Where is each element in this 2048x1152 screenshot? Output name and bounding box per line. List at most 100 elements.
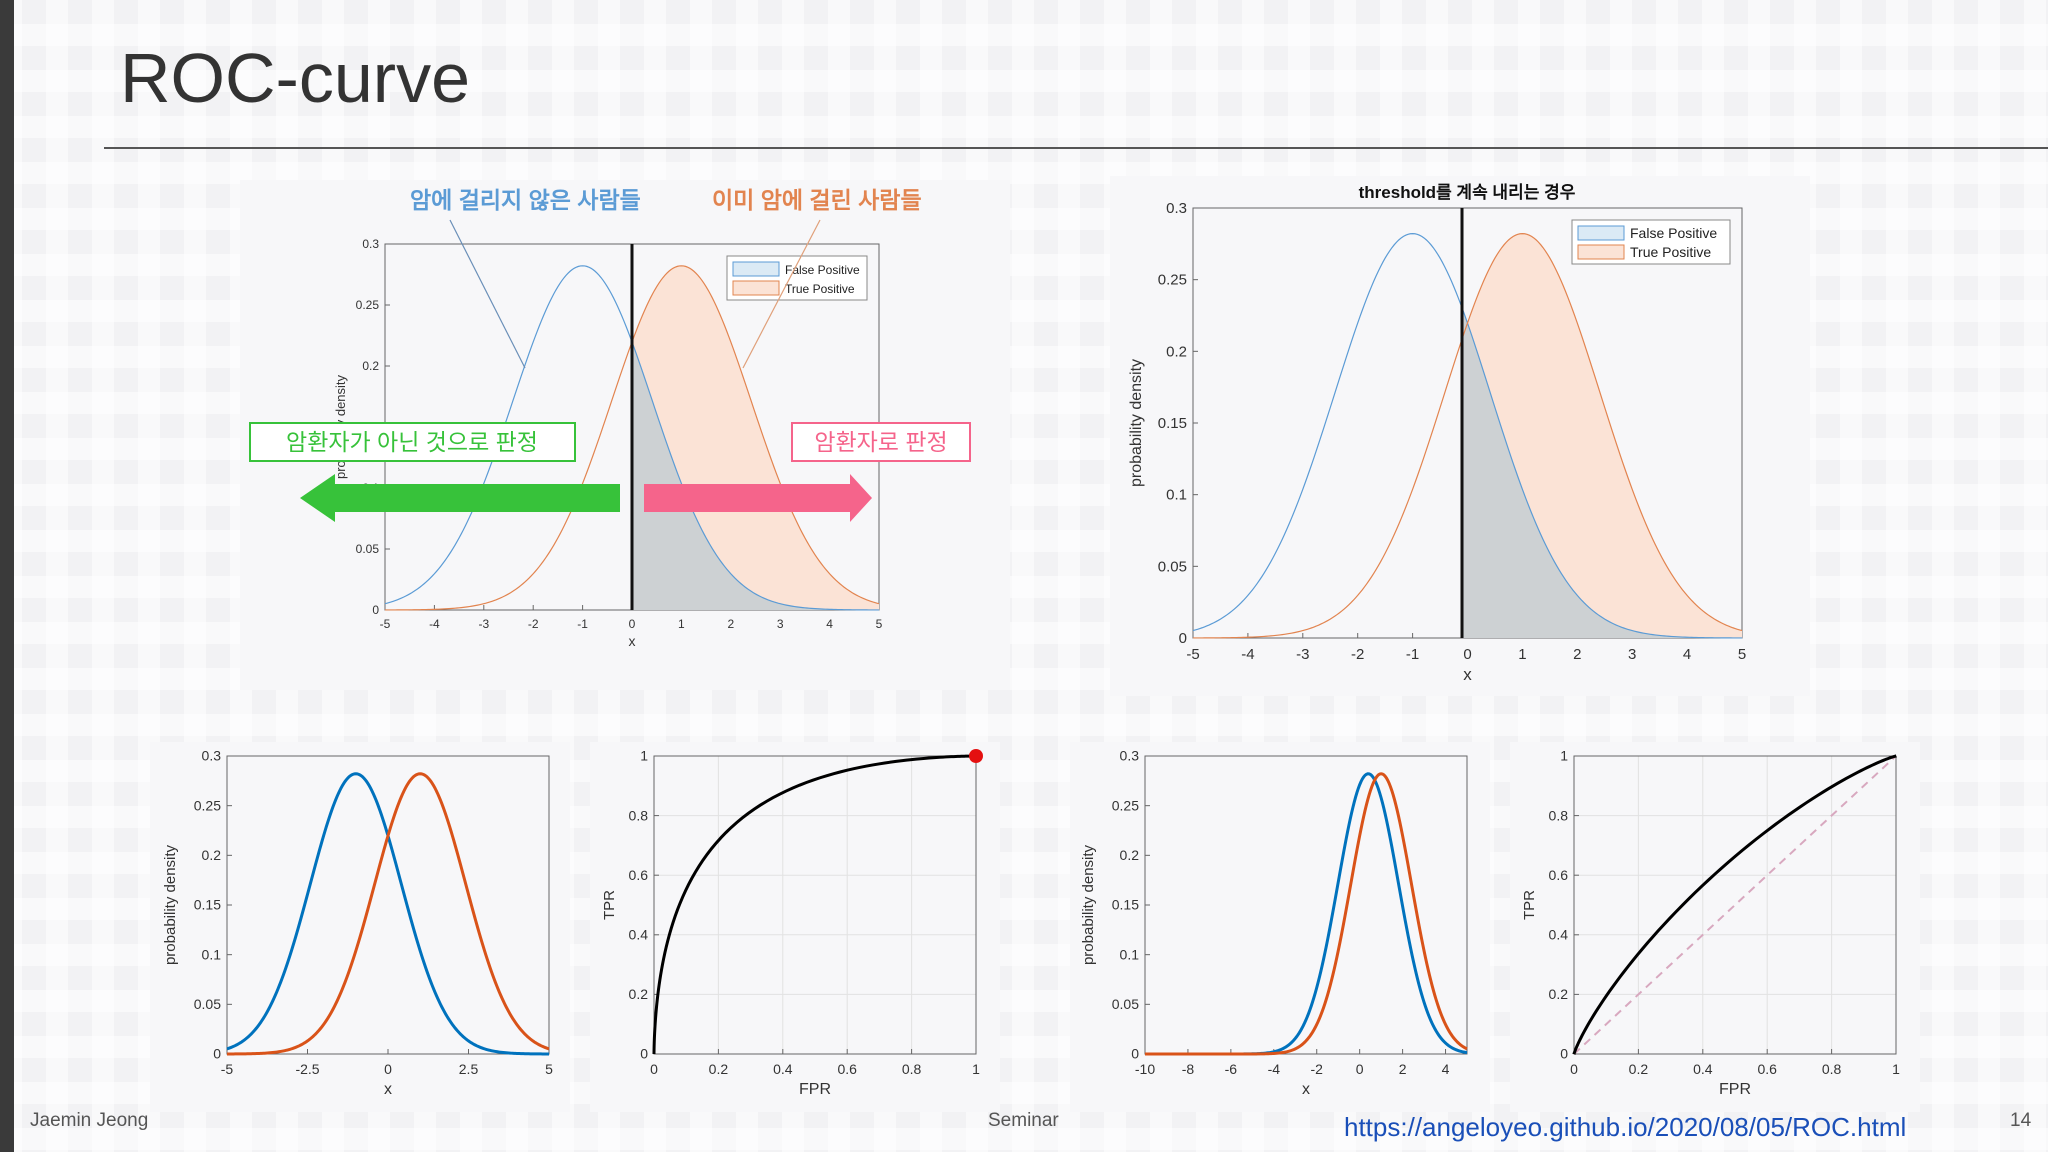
x-axis-label: x	[629, 633, 636, 649]
y-tick-label: 0.2	[629, 986, 649, 1002]
y-tick-label: 0.3	[202, 748, 222, 764]
legend-swatch	[1577, 244, 1625, 260]
y-tick-label: 0.25	[194, 797, 221, 813]
footer-center: Seminar	[988, 1110, 1059, 1131]
judge-positive-box	[791, 422, 971, 462]
y-axis-label: probability density	[162, 844, 179, 965]
annotation-cancer: 이미 암에 걸린 사람들	[712, 187, 922, 213]
legend-swatch	[1577, 225, 1625, 241]
x-tick-label: 0.6	[1757, 1061, 1777, 1077]
y-tick-label: 0.15	[1112, 897, 1139, 913]
x-tick-label: 2	[1573, 646, 1581, 663]
x-tick-label: 2.5	[459, 1061, 479, 1077]
x-tick-label: 1	[1892, 1061, 1900, 1077]
bottom-panel-4: 0 0.2 0.4 0.6 0.8 1 0 0.2 0.4 0.6 0.8 1 FPR TPR	[1510, 742, 1920, 1112]
x-tick-label: 0	[1356, 1061, 1364, 1077]
y-tick-label: 0.6	[629, 867, 649, 883]
x-tick-label: 5	[545, 1061, 553, 1077]
x-tick-label: 0	[384, 1061, 392, 1077]
x-tick-label: -4	[1241, 646, 1254, 663]
x-tick-label: -1	[577, 617, 588, 631]
x-axis-label: x	[1302, 1081, 1310, 1098]
y-axis-label: TPR	[1521, 890, 1538, 920]
y-tick-label: 0.8	[629, 807, 649, 823]
roc-curve	[1572, 754, 1898, 1056]
x-tick-label: 0.4	[773, 1061, 793, 1077]
dist-separated-chart: -5 -2.5 0 2.5 5 0 0.05 0.1 0.15 0.2 0.25 0.3 x probab…	[162, 748, 553, 1098]
y-tick-label: 0.15	[1158, 415, 1187, 432]
y-axis-label: TPR	[601, 890, 618, 920]
top-left-panel: -5-4-3-2-101234500.050.10.150.20.250.3xp…	[240, 180, 1010, 690]
y-tick-label: 0.25	[1158, 272, 1187, 289]
x-tick-label: -3	[478, 617, 489, 631]
y-tick-label: 0	[1179, 630, 1187, 647]
x-tick-label: 5	[1738, 646, 1746, 663]
y-tick-label: 0.2	[362, 359, 379, 373]
x-tick-label: -6	[1225, 1061, 1238, 1077]
x-tick-label: -8	[1182, 1061, 1195, 1077]
density-curve-positive	[1192, 232, 1743, 639]
legend-entry: False Positive	[785, 263, 860, 277]
threshold-zero-chart: -5-4-3-2-101234500.050.10.150.20.250.3xp…	[249, 187, 971, 649]
x-tick-label: -2	[1311, 1061, 1324, 1077]
plot-frame	[653, 755, 977, 1055]
y-tick-label: 0	[372, 603, 379, 617]
x-axis-label: FPR	[1719, 1081, 1751, 1098]
x-tick-label: 0.6	[837, 1061, 857, 1077]
y-tick-label: 0.4	[1549, 926, 1569, 942]
x-axis-label: x	[1463, 665, 1472, 684]
y-tick-label: 0.6	[1549, 867, 1569, 883]
y-tick-label: 0.3	[1120, 748, 1140, 764]
top-right-panel: -5 -4 -3 -2 -1 0 1 2 3 4 5 0 0.05 0.1 0.15 0.2 0.25 0.3 x p…	[1110, 176, 1810, 696]
y-tick-label: 0	[213, 1046, 221, 1062]
roc-current-point	[969, 749, 983, 763]
x-tick-label: 0	[1463, 646, 1471, 663]
y-tick-label: 0.15	[194, 897, 221, 913]
x-tick-label: 5	[876, 617, 883, 631]
x-tick-label: -5	[380, 617, 391, 631]
x-tick-label: -2	[528, 617, 539, 631]
x-axis-label: FPR	[799, 1081, 831, 1098]
y-tick-label: 0.05	[356, 542, 380, 556]
y-tick-label: 0.1	[1166, 487, 1187, 504]
page-number: 14	[2010, 1110, 2032, 1131]
annotation-not-cancer: 암에 걸리지 않은 사람들	[410, 187, 641, 213]
x-tick-label: -3	[1296, 646, 1309, 663]
y-tick-label: 1	[640, 748, 648, 764]
density-curve-positive	[1145, 772, 1468, 1056]
y-tick-label: 0.1	[1120, 946, 1140, 962]
plot-frame	[1573, 755, 1897, 1055]
x-tick-label: -10	[1135, 1061, 1155, 1077]
slide-title: ROC-curve	[120, 39, 471, 117]
x-tick-label: 3	[777, 617, 784, 631]
y-tick-label: 0.25	[1112, 797, 1139, 813]
footer-author: Jaemin Jeong	[30, 1110, 149, 1131]
x-tick-label: 0.2	[1629, 1061, 1649, 1077]
x-tick-label: 3	[1628, 646, 1636, 663]
x-tick-label: 0.8	[902, 1061, 922, 1077]
judge-positive-label: 암환자로 판정	[814, 429, 947, 455]
x-tick-label: 4	[1683, 646, 1691, 663]
y-tick-label: 0.8	[1549, 807, 1569, 823]
y-tick-label: 0.1	[202, 946, 222, 962]
legend-swatch	[732, 261, 780, 277]
x-tick-label: 1	[972, 1061, 980, 1077]
chart-title: threshold를 계속 내리는 경우	[1359, 183, 1576, 202]
bottom-panel-2: 0 0.2 0.4 0.6 0.8 1 0 0.2 0.4 0.6 0.8 1 FPR TPR	[590, 742, 1000, 1112]
legend-entry: True Positive	[785, 282, 855, 296]
x-tick-label: 0.2	[709, 1061, 729, 1077]
x-tick-label: 2	[727, 617, 734, 631]
y-tick-label: 0.3	[1166, 200, 1187, 217]
x-tick-label: -5	[1186, 646, 1199, 663]
judge-negative-label: 암환자가 아닌 것으로 판정	[286, 429, 538, 455]
x-tick-label: 0	[629, 617, 636, 631]
x-tick-label: -4	[1268, 1061, 1281, 1077]
left-arrow	[300, 474, 620, 522]
source-link[interactable]: https://angeloyeo.github.io/2020/08/05/R…	[1344, 1112, 1907, 1142]
y-tick-label: 0	[1131, 1046, 1139, 1062]
x-tick-label: -4	[429, 617, 440, 631]
y-axis-label: probability density	[1080, 844, 1097, 965]
y-tick-label: 0.05	[194, 996, 221, 1012]
legend-entry: False Positive	[1630, 225, 1717, 241]
false-positive-tint	[632, 341, 879, 610]
